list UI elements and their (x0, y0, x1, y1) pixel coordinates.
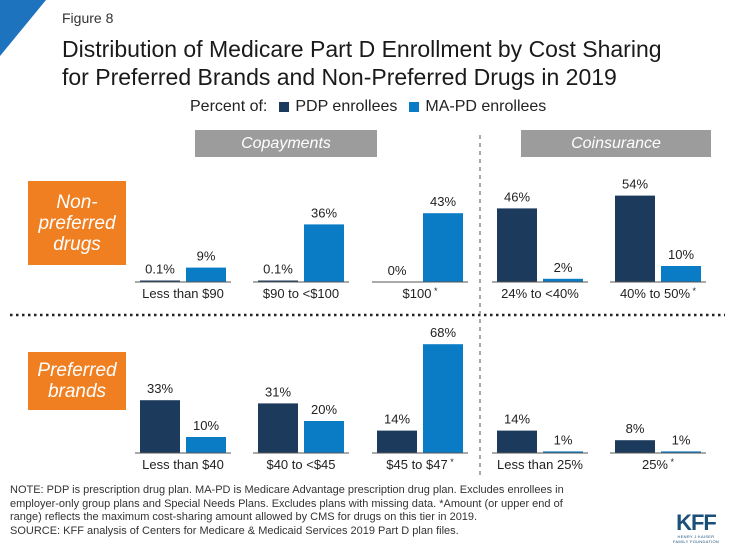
data-label: 36% (311, 205, 337, 220)
bar (140, 400, 180, 453)
bar (497, 208, 537, 282)
source-line: SOURCE: KFF analysis of Centers for Medi… (10, 524, 459, 537)
data-label: 1% (672, 432, 691, 447)
category-label: $40 to <$45 (266, 457, 335, 472)
data-label: 10% (193, 418, 219, 433)
data-label: 33% (147, 381, 173, 396)
legend-swatch-pdp (279, 102, 290, 112)
bar (423, 344, 463, 453)
data-label: 20% (311, 402, 337, 417)
footnotes: NOTE: PDP is prescription drug plan. MA-… (10, 484, 650, 538)
chart-title-line-1: Distribution of Medicare Part D Enrollme… (62, 36, 662, 62)
category-footnote-marker: * (431, 286, 438, 296)
row-label-line: preferred (38, 212, 116, 234)
category-label: Less than $90 (142, 286, 224, 301)
category-label: $45 to $47 * (386, 457, 454, 472)
kff-logo: KFF HENRY J KAISER FAMILY FOUNDATION (668, 510, 724, 545)
category-label: 24% to <40% (501, 286, 579, 301)
category-label: $90 to <$100 (263, 286, 339, 301)
category-label: 40% to 50% * (620, 286, 697, 301)
category-label: 25% * (642, 457, 675, 472)
data-label: 10% (668, 247, 694, 262)
section-header-copayments: Copayments (195, 130, 377, 157)
logo-subtitle-line: FAMILY FOUNDATION (672, 539, 720, 544)
data-label: 46% (504, 189, 530, 204)
section-header-coinsurance: Coinsurance (521, 130, 711, 157)
legend-label-mapd: MA-PD enrollees (425, 98, 547, 115)
data-label: 43% (430, 194, 456, 209)
legend: Percent of: PDP enrollees MA-PD enrollee… (190, 98, 546, 116)
bar (615, 440, 655, 453)
figure-label: Figure 8 (62, 10, 114, 26)
logo-subtitle: HENRY J KAISER FAMILY FOUNDATION (668, 534, 724, 544)
bar (661, 451, 701, 453)
bar (377, 430, 417, 453)
data-label: 54% (622, 177, 648, 192)
data-label: 14% (384, 412, 410, 427)
legend-label-pdp: PDP enrollees (295, 98, 398, 115)
row-label-line: drugs (53, 233, 101, 255)
bar (186, 267, 226, 282)
data-label: 1% (554, 432, 573, 447)
bar (543, 451, 583, 453)
logo-subtitle-line: HENRY J KAISER (677, 534, 715, 539)
bar (497, 430, 537, 453)
bar (661, 266, 701, 282)
bar (140, 280, 180, 282)
row-label-non-preferred-drugs: Non- preferred drugs (28, 181, 126, 265)
data-label: 9% (197, 249, 216, 264)
category-label: Less than $40 (142, 457, 224, 472)
row-label-line: Preferred (37, 360, 117, 381)
bar (304, 421, 344, 453)
logo-mark: KFF (676, 510, 717, 535)
data-label: 68% (430, 325, 456, 340)
data-label: 2% (554, 260, 573, 275)
bar (543, 278, 583, 282)
legend-prefix: Percent of: (190, 98, 268, 115)
data-label: 0.1% (145, 262, 175, 277)
bar (304, 224, 344, 282)
note-line: range) reflects the maximum cost-sharing… (10, 511, 478, 523)
category-footnote-marker: * (448, 457, 455, 467)
data-label: 8% (626, 421, 645, 436)
legend-swatch-mapd (409, 102, 420, 112)
note-line: NOTE: PDP is prescription drug plan. MA-… (10, 484, 564, 496)
category-footnote-marker: * (690, 286, 697, 296)
row-label-line: brands (47, 381, 107, 402)
category-footnote-marker: * (668, 457, 675, 467)
bar (186, 437, 226, 453)
row-label-line: Non- (56, 191, 98, 213)
bar (423, 213, 463, 282)
chart-title-line-2: for Preferred Brands and Non-Preferred D… (62, 64, 617, 90)
bar (258, 403, 298, 453)
note-line: employer-only group plans and Special Ne… (10, 497, 563, 510)
category-label: Less than 25% (497, 457, 583, 472)
data-label: 14% (504, 412, 530, 427)
corner-accent (0, 0, 46, 56)
row-label-preferred-brands: Preferred brands (28, 352, 126, 410)
category-label: $100 * (403, 286, 438, 301)
data-label: 0.1% (263, 262, 293, 277)
bar (258, 280, 298, 282)
data-label: 0% (388, 263, 407, 278)
data-label: 31% (265, 384, 291, 399)
bar (615, 195, 655, 282)
